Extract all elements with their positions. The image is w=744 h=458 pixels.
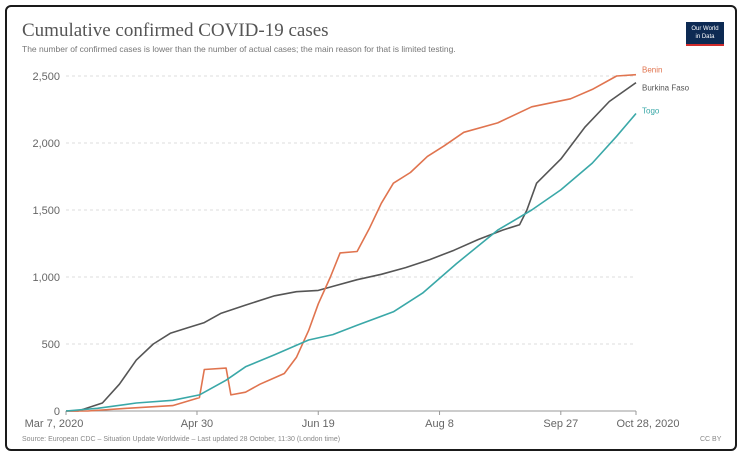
x-tick-label: Apr 30 (181, 418, 213, 430)
logo-line-2: in Data (695, 34, 715, 40)
series-lines (65, 73, 637, 412)
series-line-burkina-faso[interactable] (66, 82, 637, 412)
source-note: Source: European CDC – Situation Update … (22, 436, 341, 443)
series-labels: Burkina Faso Benin Togo (642, 66, 690, 116)
y-tick-label: 2,500 (32, 71, 60, 83)
grid-lines (66, 75, 636, 412)
y-tick-label: 0 (54, 406, 60, 418)
x-tick-label: Aug 8 (425, 418, 454, 430)
y-axis-ticks: 0 500 1,000 1,500 2,000 2,500 (32, 71, 60, 418)
logo-line-1: Our World (691, 26, 719, 32)
series-line-togo[interactable] (65, 112, 637, 412)
x-tick-label: Sep 27 (543, 418, 578, 430)
license-link[interactable]: CC BY (700, 436, 722, 443)
chart-title: Cumulative confirmed COVID-19 cases (22, 20, 329, 41)
y-tick-label: 1,500 (32, 205, 60, 217)
series-label-benin[interactable]: Benin (642, 66, 662, 75)
chart-frame (5, 5, 737, 451)
owid-logo[interactable]: Our World in Data (686, 22, 724, 46)
series-label-burkina-faso[interactable]: Burkina Faso (642, 84, 690, 93)
chart-subtitle: The number of confirmed cases is lower t… (22, 44, 456, 54)
series-line-benin[interactable] (66, 73, 637, 412)
y-tick-label: 500 (42, 339, 60, 351)
x-tick-label: Oct 28, 2020 (617, 418, 680, 430)
x-tick-label: Jun 19 (302, 418, 335, 430)
x-axis-ticks: Mar 7, 2020 Apr 30 Jun 19 Aug 8 Sep 27 Oct 28… (25, 411, 680, 430)
x-tick-label: Mar 7, 2020 (25, 418, 84, 430)
series-label-togo[interactable]: Togo (642, 107, 660, 116)
y-tick-label: 2,000 (32, 138, 60, 150)
y-tick-label: 1,000 (32, 272, 60, 284)
